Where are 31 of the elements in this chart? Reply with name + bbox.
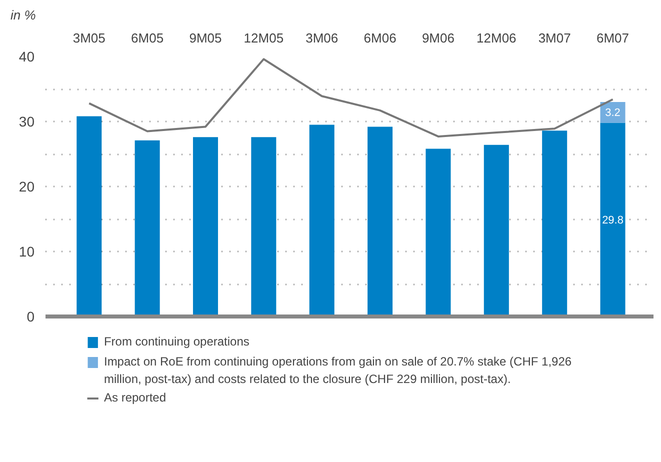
bar [368, 126, 393, 316]
y-tick-label: 30 [18, 114, 35, 130]
x-tick-label: 3M07 [538, 30, 571, 46]
x-tick-label: 6M06 [364, 30, 396, 46]
y-tick-label: 20 [18, 178, 35, 194]
x-tick-label: 12M05 [244, 30, 284, 46]
legend-label: Impact on RoE from continuing operations from gain on sale of 20.7% stake (CHF 1,926 million, post-tax) and costs related to the closure (CHF 229 million, post-tax). [104, 354, 572, 386]
bar [542, 130, 568, 316]
bar [134, 140, 160, 316]
data-label: 29.8 [602, 214, 624, 227]
x-tick-label: 12M06 [476, 30, 516, 46]
x-tick-label: 3M05 [72, 30, 106, 46]
x-tick-label: 6M07 [596, 30, 630, 46]
y-tick-label: 10 [18, 244, 35, 260]
y-tick-label: 0 [26, 308, 35, 324]
legend-label: As reported [104, 390, 166, 404]
legend-label: From continuing operations [104, 334, 250, 348]
bar [426, 148, 451, 316]
bar [76, 116, 102, 316]
bar [600, 122, 626, 316]
x-tick-label: 9M06 [422, 30, 454, 46]
x-tick-label: 3M06 [306, 30, 338, 46]
bar [484, 144, 509, 316]
y-axis-title: in % [10, 8, 36, 22]
x-tick-label: 9M05 [189, 30, 222, 46]
y-tick-label: 40 [18, 48, 35, 64]
data-label: 3.2 [605, 106, 620, 119]
x-tick-label: 6M05 [131, 30, 164, 46]
bar [251, 137, 276, 316]
bar [309, 124, 334, 316]
bar [192, 137, 218, 316]
